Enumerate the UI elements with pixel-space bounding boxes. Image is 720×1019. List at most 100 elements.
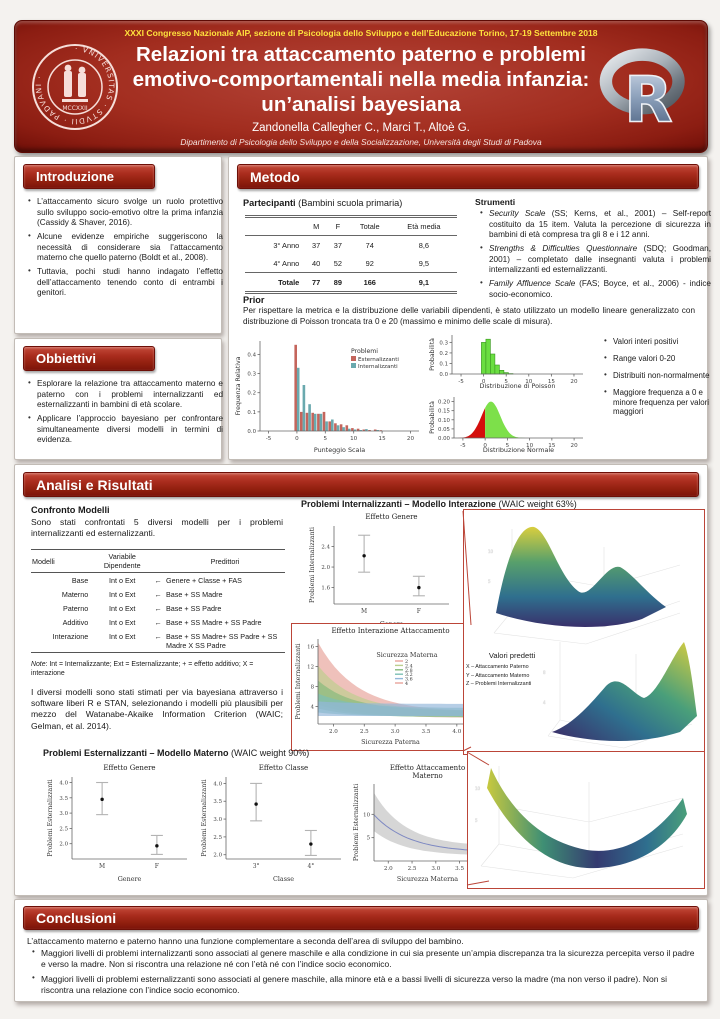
estimation-text: I diversi modelli sono stati stimati per… xyxy=(31,687,283,731)
intro-title: Introduzione xyxy=(36,169,114,184)
participants-table: M F Totale Età media 3° Anno 37 37 74 8,6 4° … xyxy=(245,215,457,294)
svg-text:Effetto Genere: Effetto Genere xyxy=(365,513,417,521)
svg-text:Problemi Esternalizzanti: Problemi Esternalizzanti xyxy=(353,784,360,861)
svg-text:Probabilità: Probabilità xyxy=(428,401,436,434)
svg-text:0.2: 0.2 xyxy=(439,351,448,357)
svg-text:Genere: Genere xyxy=(118,875,142,883)
svg-text:0.15: 0.15 xyxy=(438,409,450,415)
r-logo-icon: R xyxy=(599,48,685,133)
svg-text:Internalizzanti: Internalizzanti xyxy=(358,364,398,370)
method-title: Metodo xyxy=(250,168,300,185)
svg-text:2.5: 2.5 xyxy=(213,835,222,841)
externalizing-title: Problemi Esternalizzanti – Modello Mater… xyxy=(43,748,310,758)
svg-text:4.0: 4.0 xyxy=(452,729,461,735)
svg-text:2.4: 2.4 xyxy=(321,545,330,551)
svg-text:3.6: 3.6 xyxy=(405,677,413,683)
svg-text:4°: 4° xyxy=(307,863,314,870)
svg-text:3.2: 3.2 xyxy=(405,672,413,678)
conclusions-bullet: Maggiori livelli di problemi esternalizz… xyxy=(32,973,695,996)
svg-text:Problemi Internalizzanti: Problemi Internalizzanti xyxy=(309,527,316,603)
svg-text:Esternalizzanti: Esternalizzanti xyxy=(358,357,399,363)
svg-text:20: 20 xyxy=(571,443,579,449)
svg-text:0.00: 0.00 xyxy=(438,436,451,442)
svg-text:Effetto Genere: Effetto Genere xyxy=(103,764,155,772)
svg-text:0: 0 xyxy=(295,436,299,442)
models-table-row: Base Int o Ext ← Genere + Classe + FAS xyxy=(31,573,285,588)
svg-text:15: 15 xyxy=(379,436,387,442)
intro-bullets: L’attaccamento sicuro svolge un ruolo pr… xyxy=(25,196,223,302)
intro-bullet: Tuttavia, pochi studi hanno indagato l’e… xyxy=(28,266,223,299)
svg-text:0.10: 0.10 xyxy=(438,418,451,424)
models-table-row: Additivo Int o Ext ← Base + SS Madre + S… xyxy=(31,615,285,629)
svg-text:0.3: 0.3 xyxy=(247,372,256,378)
intro-header: Introduzione xyxy=(23,164,155,189)
conclusions-title: Conclusioni xyxy=(36,910,117,926)
svg-text:5: 5 xyxy=(506,443,510,449)
objectives-panel: Obbiettivi Esplorare la relazione tra at… xyxy=(14,338,223,460)
participants-heading: Partecipanti (Bambini scuola primaria) xyxy=(243,198,403,208)
svg-text:10: 10 xyxy=(475,786,481,791)
models-table-row: Interazione Int o Ext ← Base + SS Madre+… xyxy=(31,629,285,653)
comparison-intro: Sono stati confrontati 5 diversi modelli… xyxy=(31,517,283,539)
left-arrow-glyph: ← xyxy=(154,603,162,613)
left-arrow-glyph: ← xyxy=(154,575,162,585)
participants-col-header: M xyxy=(305,216,327,236)
svg-text:10: 10 xyxy=(488,549,494,554)
svg-text:Problemi Esternalizzanti: Problemi Esternalizzanti xyxy=(47,779,54,856)
svg-text:-5: -5 xyxy=(458,379,464,385)
svg-text:0.3: 0.3 xyxy=(439,340,448,346)
svg-text:Problemi: Problemi xyxy=(351,348,378,355)
participants-col-header: Totale xyxy=(348,216,391,236)
svg-text:Distribuzione di Poisson: Distribuzione di Poisson xyxy=(480,382,556,390)
svg-text:16: 16 xyxy=(307,645,314,651)
objectives-bullet: Esplorare la relazione tra attaccamento … xyxy=(28,378,223,411)
svg-text:20: 20 xyxy=(407,436,415,442)
conclusions-lead: L’attaccamento materno e paterno hanno u… xyxy=(27,936,464,946)
svg-text:10: 10 xyxy=(350,436,358,442)
svg-text:Effetto Classe: Effetto Classe xyxy=(259,764,308,772)
participants-row: 3° Anno 37 37 74 8,6 xyxy=(273,240,430,250)
surface-callout-box-2: 10 5 xyxy=(467,751,705,889)
participants-col-header: F xyxy=(327,216,349,236)
results-panel: Analisi e Risultati Confronto Modelli So… xyxy=(14,464,708,896)
objectives-header: Obbiettivi xyxy=(23,346,155,371)
surfaces-callout-box: 10 5 Valori predetti X – Attaccamento Pat… xyxy=(463,509,705,755)
conclusions-bullets: Maggiori livelli di problemi internalizz… xyxy=(27,947,695,996)
prior-note: Range valori 0-20 xyxy=(604,353,713,364)
svg-text:Problemi Internalizzanti: Problemi Internalizzanti xyxy=(295,643,302,719)
svg-text:Punteggio Scala: Punteggio Scala xyxy=(314,446,365,454)
affiliation: Dipartimento di Psicologia dello Svilupp… xyxy=(180,137,542,147)
participants-col-header xyxy=(245,216,306,236)
svg-text:Problemi Esternalizzanti: Problemi Esternalizzanti xyxy=(201,779,208,856)
intro-bullet: Alcune evidenze empiriche suggeriscono l… xyxy=(28,231,223,264)
svg-text:MCCXXII: MCCXXII xyxy=(62,105,88,112)
svg-text:5: 5 xyxy=(475,818,478,823)
svg-text:20: 20 xyxy=(570,379,578,385)
svg-text:2.5: 2.5 xyxy=(408,866,417,872)
svg-text:0.1: 0.1 xyxy=(247,410,256,416)
svg-text:3.5: 3.5 xyxy=(213,799,222,805)
objectives-bullet: Applicare l’approccio bayesiano per conf… xyxy=(28,413,223,446)
surface-plot-externalizing: 10 5 xyxy=(475,766,687,879)
svg-text:Sicurezza Paterna: Sicurezza Paterna xyxy=(361,738,420,746)
svg-text:8: 8 xyxy=(543,670,546,675)
svg-text:-5: -5 xyxy=(266,436,272,442)
svg-text:5: 5 xyxy=(504,379,508,385)
svg-text:2.5: 2.5 xyxy=(59,826,68,832)
congress-line: XXXI Congresso Nazionale AIP, sezione di… xyxy=(124,28,598,38)
predicted-axis-line: Z – Problemi Internalizzanti xyxy=(466,680,532,687)
svg-text:4: 4 xyxy=(543,700,546,705)
intro-bullet: L’attaccamento sicuro svolge un ruolo pr… xyxy=(28,196,223,229)
interaction-callout-box: Sicurezza Materna 2 2.4 2.8 3.2 3.6 4 2.0 2.5 3.0… xyxy=(291,623,473,751)
prior-notes: Valori interi positivi Range valori 0-20 D… xyxy=(601,336,713,424)
svg-text:3.5: 3.5 xyxy=(422,729,431,735)
svg-text:4.0: 4.0 xyxy=(59,781,68,787)
normal-distribution-chart: -5 0 5 10 15 20 0.00 0.05 0.10 0.15 0.20 Distribuzi… xyxy=(428,397,583,454)
gender-effect-externalizing-chart: M F 2.0 2.5 3.0 3.5 4.0 Effetto Genere Genere Pro… xyxy=(47,764,187,883)
svg-text:Sicurezza Materna: Sicurezza Materna xyxy=(397,875,458,883)
svg-text:0.2: 0.2 xyxy=(247,391,256,397)
svg-text:5: 5 xyxy=(367,836,371,842)
left-arrow-glyph: ← xyxy=(151,629,165,653)
